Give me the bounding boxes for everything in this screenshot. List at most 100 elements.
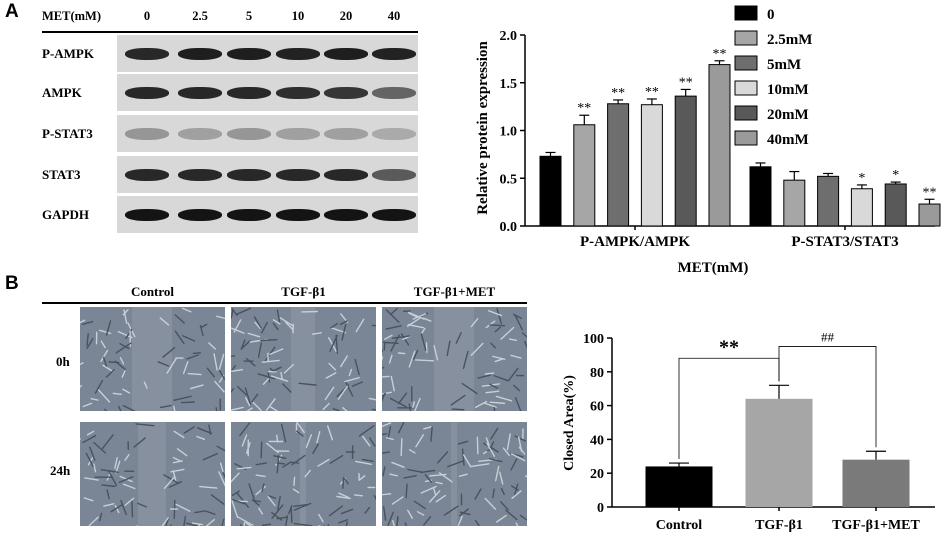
blot-band xyxy=(372,168,416,181)
panel-b-letter: B xyxy=(5,273,19,294)
chart2-significance-label: ** xyxy=(719,336,739,358)
chart2-bar xyxy=(745,398,813,507)
concentration-label: 40 xyxy=(387,9,401,23)
blot-band xyxy=(178,127,222,140)
chart1-y-tick-label: 1.5 xyxy=(500,77,518,92)
blot-row-label: STAT3 xyxy=(42,167,81,182)
blot-band xyxy=(324,127,368,140)
column-control: Control xyxy=(130,284,175,299)
chart2-y-tick-label: 40 xyxy=(590,433,604,448)
chart1-bar xyxy=(674,95,697,227)
chart1-bar xyxy=(607,103,630,227)
chart1-bar xyxy=(640,104,663,227)
blot-band xyxy=(276,127,320,140)
chart2-y-tick-label: 20 xyxy=(590,467,604,482)
blot-row-label: GAPDH xyxy=(42,207,89,222)
blot-row-label: P-STAT3 xyxy=(42,126,93,141)
chart1-category-label: P-STAT3/STAT3 xyxy=(791,234,898,250)
chart1-y-tick-label: 2.0 xyxy=(500,29,518,44)
blot-strip xyxy=(117,196,418,233)
chart1-bar xyxy=(783,179,806,227)
chart1-significance: ** xyxy=(611,86,625,101)
column-tgf-b1: TGF-β1 xyxy=(281,284,326,299)
chart1-legend-swatch xyxy=(734,105,758,121)
scratch-assay-image xyxy=(80,422,225,526)
chart2-y-tick-label: 0 xyxy=(597,501,604,516)
chart2-y-tick-label: 100 xyxy=(583,332,604,347)
chart1-bar xyxy=(573,124,596,227)
chart1-legend-label: 5mM xyxy=(767,57,801,73)
blot-band xyxy=(324,86,368,99)
blot-band xyxy=(227,47,271,60)
blot-row-label: AMPK xyxy=(42,85,82,100)
blot-band xyxy=(178,86,222,99)
blot-band xyxy=(324,208,368,221)
blot-band xyxy=(227,86,271,99)
chart1-significance: ** xyxy=(679,75,693,90)
column-tgf-b1-met: TGF-β1+MET xyxy=(413,284,496,299)
scratch-assay-image xyxy=(231,307,376,411)
blot-band xyxy=(372,47,416,60)
blot-band xyxy=(125,127,169,140)
chart1-significance: ** xyxy=(713,47,727,62)
blot-band xyxy=(227,168,271,181)
chart2-category-label: TGF-β1 xyxy=(755,518,803,533)
scratch-assay-image xyxy=(231,422,376,526)
chart1-legend-swatch xyxy=(734,30,758,46)
chart1-significance: ** xyxy=(645,85,659,100)
concentration-label: 2.5 xyxy=(192,9,208,23)
blot-band xyxy=(125,86,169,99)
concentration-label: 5 xyxy=(245,9,253,23)
chart1-x-axis-title: MET(mM) xyxy=(678,260,749,276)
chart2-y-tick-label: 60 xyxy=(590,400,604,415)
chart1-bar xyxy=(850,188,873,227)
blot-band xyxy=(276,168,320,181)
blot-band xyxy=(276,86,320,99)
chart1-bar xyxy=(539,155,562,227)
chart2-significance-bracket xyxy=(678,357,780,460)
chart1-bar xyxy=(749,166,772,227)
blot-band xyxy=(372,127,416,140)
blot-strip xyxy=(117,115,418,152)
blot-band xyxy=(324,168,368,181)
chart1-bar xyxy=(884,183,907,227)
chart1-y-tick-label: 0.0 xyxy=(500,220,518,235)
blot-band xyxy=(372,208,416,221)
chart1-legend-swatch xyxy=(734,5,758,21)
chart1-legend-label: 0 xyxy=(767,7,775,23)
chart2-bar xyxy=(645,466,713,507)
concentration-label: 20 xyxy=(339,9,353,23)
chart1-bar xyxy=(918,203,941,227)
microscopy-header-line xyxy=(42,302,527,304)
scratch-assay-image xyxy=(382,307,527,411)
chart1-legend-swatch xyxy=(734,80,758,96)
chart1-significance: * xyxy=(892,168,899,183)
scratch-assay-image xyxy=(80,307,225,411)
blot-strip xyxy=(117,35,418,72)
chart1-legend-swatch xyxy=(734,130,758,146)
chart1-y-tick-label: 1.0 xyxy=(500,125,518,140)
chart1-category-label: P-AMPK/AMPK xyxy=(580,234,690,250)
blot-band xyxy=(276,208,320,221)
chart1-legend-swatch xyxy=(734,55,758,71)
chart1-significance: ** xyxy=(577,101,591,116)
blot-band xyxy=(178,208,222,221)
blot-band xyxy=(276,47,320,60)
chart2-y-tick-label: 80 xyxy=(590,366,604,381)
chart1-y-tick-label: 0.5 xyxy=(500,172,518,187)
panel-a-letter: A xyxy=(5,1,19,22)
blot-band xyxy=(178,47,222,60)
chart2-bar xyxy=(842,459,910,507)
chart1-legend-label: 20mM xyxy=(767,107,809,123)
chart2-category-label: TGF-β1+MET xyxy=(832,518,920,533)
blot-row-label: P-AMPK xyxy=(42,46,94,61)
blot-strip xyxy=(117,74,418,111)
blot-band xyxy=(125,47,169,60)
chart1-significance: ** xyxy=(923,185,937,200)
chart1-legend-label: 10mM xyxy=(767,82,809,98)
chart2-y-axis-label: Closed Area(%) xyxy=(562,375,577,471)
chart2-category-label: Control xyxy=(656,518,703,533)
chart1-y-axis-label: Relative protein expression xyxy=(475,41,491,215)
chart1-significance: * xyxy=(858,171,865,186)
chart1-bar xyxy=(817,175,840,227)
